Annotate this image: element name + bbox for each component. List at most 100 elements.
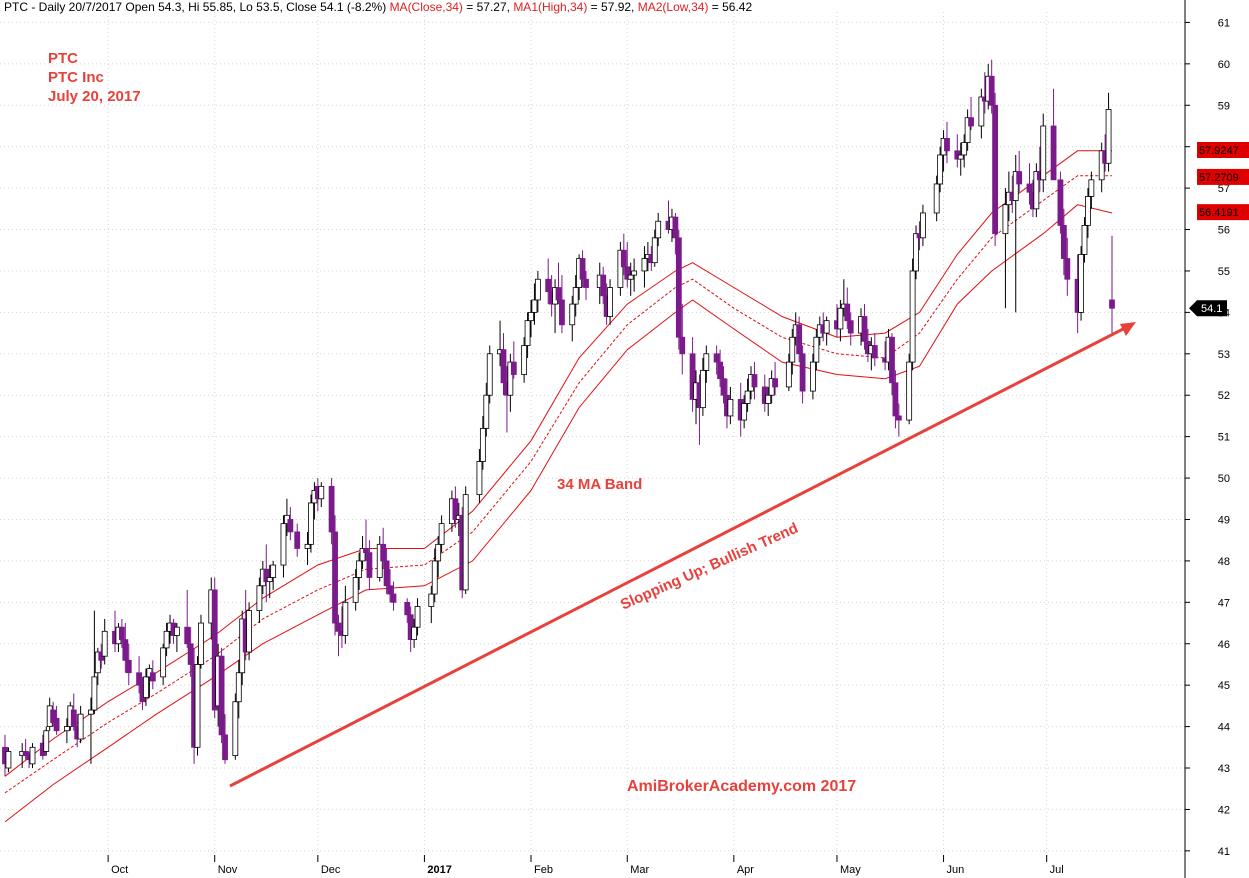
y-tick-label: 50 xyxy=(1218,473,1230,485)
candle-body xyxy=(861,316,868,342)
candle-body xyxy=(414,606,421,628)
date-label: July 20, 2017 xyxy=(48,88,141,105)
candle-body xyxy=(387,585,393,595)
ma-high-line xyxy=(4,150,1112,777)
candle-body xyxy=(187,643,194,665)
candle-body xyxy=(837,307,844,330)
candle-body xyxy=(342,601,349,636)
candle-body xyxy=(1098,150,1105,181)
candle-body xyxy=(359,548,366,562)
candle-body xyxy=(232,701,239,756)
candle-body xyxy=(892,382,899,417)
candle-body xyxy=(583,278,589,288)
y-tick-label: 57 xyxy=(1218,183,1230,195)
candle-body xyxy=(1026,183,1033,193)
candle-body xyxy=(235,672,242,703)
candle-body xyxy=(1081,224,1088,255)
candle-body xyxy=(988,75,995,106)
candle-body xyxy=(479,427,486,462)
candle-body xyxy=(607,287,613,317)
candle-body xyxy=(641,258,648,272)
candle-body xyxy=(713,353,720,363)
candle-body xyxy=(304,543,311,549)
y-axis: 4142434445464748495051525354555657585960… xyxy=(1184,0,1230,878)
candle-body xyxy=(246,610,252,653)
candle-body xyxy=(143,676,149,698)
candle-body xyxy=(462,494,469,591)
candle-body xyxy=(94,651,101,674)
candle-body xyxy=(356,560,363,578)
candle-body xyxy=(411,626,418,641)
trend-line xyxy=(229,325,1128,788)
last-price-tag xyxy=(1189,300,1227,317)
y-tick-label: 46 xyxy=(1218,639,1230,651)
candle-body xyxy=(744,390,751,404)
candle-body xyxy=(672,216,679,239)
candle-body xyxy=(452,498,459,520)
candle-body xyxy=(50,709,57,723)
candle-body xyxy=(428,593,435,607)
candle-body xyxy=(521,345,528,375)
ma-price-label: 56.4191 xyxy=(1199,207,1239,219)
candle-body xyxy=(964,117,971,143)
candle-body xyxy=(961,142,968,156)
y-tick-label: 43 xyxy=(1218,763,1230,775)
y-tick-label: 52 xyxy=(1218,390,1230,402)
candle-body xyxy=(352,577,359,603)
candle-body xyxy=(1033,171,1040,210)
candle-body xyxy=(363,548,369,554)
candle-body xyxy=(968,117,974,127)
candle-body xyxy=(772,378,778,388)
candle-body xyxy=(486,353,493,396)
candle-body xyxy=(944,138,950,152)
y-tick-label: 53 xyxy=(1218,349,1230,361)
candle-body xyxy=(149,672,156,682)
candle-body xyxy=(476,461,483,496)
x-tick-label: Jun xyxy=(947,864,965,876)
candle-body xyxy=(335,622,342,632)
candle-body xyxy=(933,183,940,214)
candle-body xyxy=(136,672,142,686)
candle-body xyxy=(1012,171,1019,201)
candle-body xyxy=(500,349,507,384)
chart-header: PTC - Daily 20/7/2017 Open 54.3, Hi 55.8… xyxy=(4,0,752,14)
candle-body xyxy=(813,336,820,363)
candle-body xyxy=(510,361,517,375)
header-prefix: PTC - Daily 20/7/2017 Open 54.3, Hi 55.8… xyxy=(4,0,387,14)
candle-body xyxy=(810,361,816,392)
ma2-label: MA2(Low,34) xyxy=(637,0,709,14)
candle-body xyxy=(1064,258,1071,280)
y-tick-label: 49 xyxy=(1218,514,1230,526)
x-tick-label: Jul xyxy=(1050,864,1064,876)
candle-body xyxy=(1109,299,1115,309)
candle-body xyxy=(118,626,125,641)
candle-body xyxy=(91,676,98,711)
x-tick-label: Dec xyxy=(321,864,341,876)
y-tick-label: 61 xyxy=(1218,17,1230,29)
candle-body xyxy=(266,577,273,583)
candle-body xyxy=(703,353,710,371)
ma1-label: MA1(High,34) xyxy=(513,0,588,14)
candle-body xyxy=(366,552,373,578)
trend-arrowhead xyxy=(1120,322,1136,336)
candle-body xyxy=(222,734,228,761)
price-tags: 57.9247 57.2709 56.4191 54.1 xyxy=(1189,142,1249,317)
y-tick-label: 42 xyxy=(1218,804,1230,816)
candle-body xyxy=(906,361,913,421)
candle-body xyxy=(524,320,531,346)
x-tick-label: Nov xyxy=(218,864,238,876)
candle-body xyxy=(1002,204,1009,235)
candle-body xyxy=(160,647,167,678)
candle-body xyxy=(1040,125,1047,181)
candle-body xyxy=(579,258,586,280)
candle-body xyxy=(555,287,562,301)
ticker-label: PTC xyxy=(48,50,78,67)
trend-arrow xyxy=(229,322,1136,788)
candle-body xyxy=(651,237,658,264)
candle-body xyxy=(624,266,631,280)
candle-body xyxy=(43,730,50,752)
candle-body xyxy=(29,746,36,765)
candle-body xyxy=(287,519,294,533)
candle-body xyxy=(895,415,902,421)
candle-body xyxy=(194,664,201,748)
